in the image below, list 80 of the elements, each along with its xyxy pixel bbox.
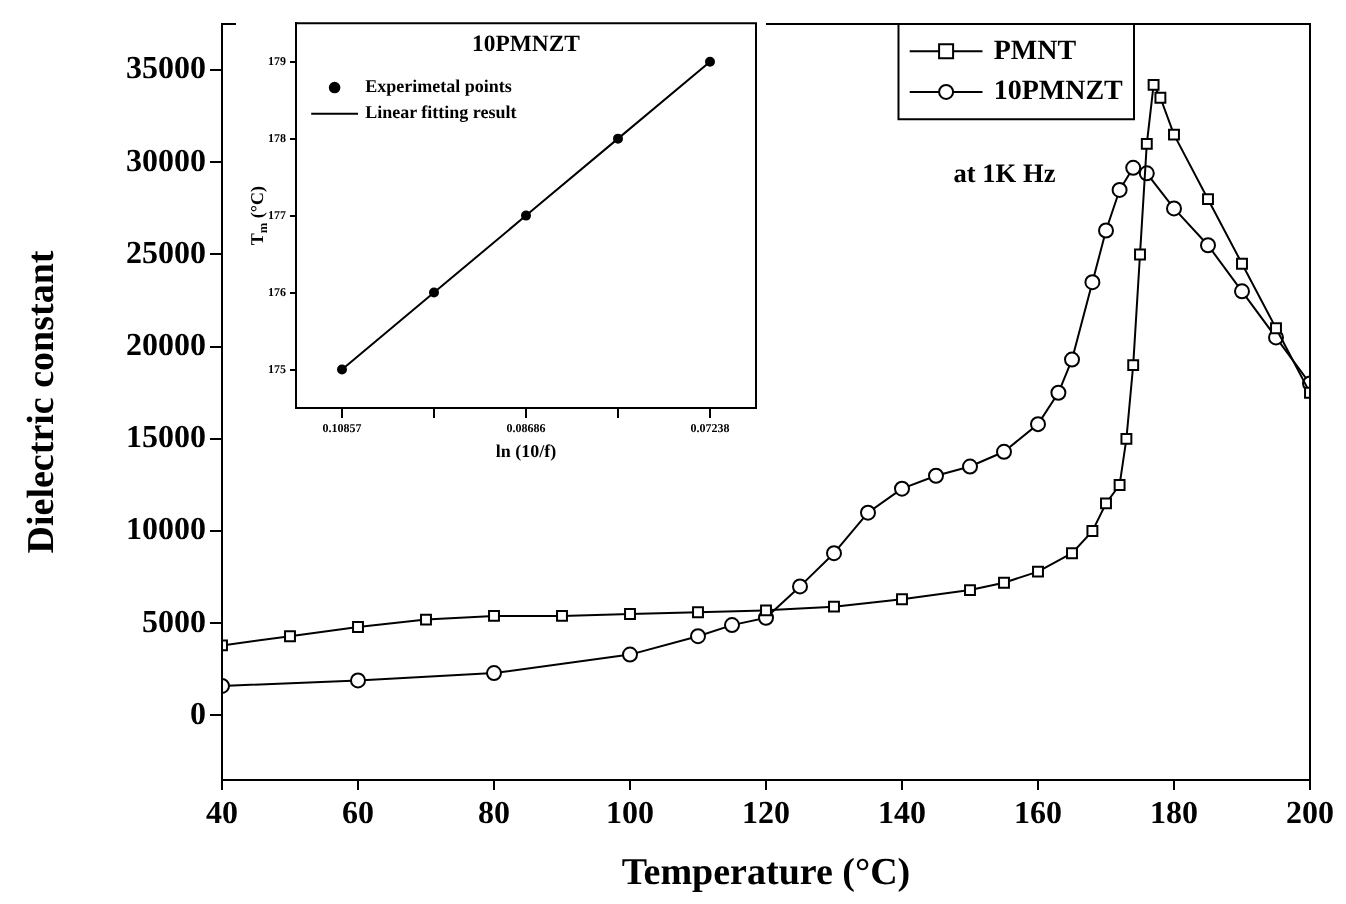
y-tick-label: 0 [190,697,206,732]
y-tick-label: 20000 [126,328,206,363]
point [826,545,842,562]
point [624,608,636,620]
point [488,609,500,622]
point [962,458,978,475]
point [1200,237,1216,254]
point [792,578,808,595]
point [1127,359,1140,372]
point [1066,547,1078,560]
point [1113,479,1126,491]
x-tick-label: 200 [1286,797,1334,832]
point [998,576,1010,589]
legend-label: PMNT [993,36,1078,67]
x-tick-label: 40 [206,797,238,832]
point [1147,78,1160,91]
point [284,630,296,643]
x-tick-label: 100 [606,797,654,832]
annotation: at 1K Hz [953,158,1056,189]
point [429,287,439,298]
point [964,584,976,597]
x-axis-title: ln (10/f) [495,440,557,461]
point [996,443,1012,460]
x-axis-title: Temperature (°C) [621,851,911,894]
point [692,606,704,619]
point [1120,432,1133,445]
y-tick-label: 5000 [142,605,206,640]
x-tick-label: 180 [1150,797,1198,832]
chart-title: 10PMNZT [472,30,581,57]
point [760,604,772,617]
point [860,504,876,521]
point [486,665,502,682]
point [1032,565,1044,578]
x-tick-label: 160 [1014,797,1062,832]
x-tick-label: 60 [342,797,374,832]
x-tick-label: 120 [742,797,790,832]
point [705,56,715,67]
point [350,672,366,689]
y-tick-label: 10000 [126,513,206,548]
point [690,628,706,645]
y-tick-label: 35000 [126,52,206,87]
point [1202,193,1214,206]
point [420,613,432,626]
point [1134,248,1146,261]
point [1125,159,1142,176]
point [724,617,740,634]
legend-label: Linear fitting result [365,102,517,123]
point [1100,497,1112,510]
point [828,600,840,613]
point [1030,416,1046,433]
point [1140,137,1153,150]
point [928,467,944,484]
point [521,210,531,221]
y-tick-label: 15000 [126,421,206,456]
legend-label: Experimetal points [365,76,513,97]
y-tick-label: 25000 [126,236,206,271]
x-tick-label: 80 [478,797,510,832]
y-axis-title: Dielectric constant [20,249,63,554]
point [1050,384,1067,401]
point [613,133,623,144]
point [1270,322,1282,335]
point [622,646,638,663]
point [1166,200,1182,217]
point [1098,222,1114,239]
point [1111,181,1128,198]
point [1154,91,1167,104]
point [1086,525,1099,538]
point [352,621,364,633]
x-tick-label: 140 [878,797,926,832]
point [556,609,568,622]
point [1236,257,1248,270]
point [337,364,347,375]
point [1234,283,1250,300]
point [1084,274,1101,291]
point [1168,128,1180,141]
point [896,593,908,606]
legend-label: 10PMNZT [993,77,1125,108]
point [894,480,910,497]
point [1064,351,1080,368]
y-tick-label: 30000 [126,144,206,179]
